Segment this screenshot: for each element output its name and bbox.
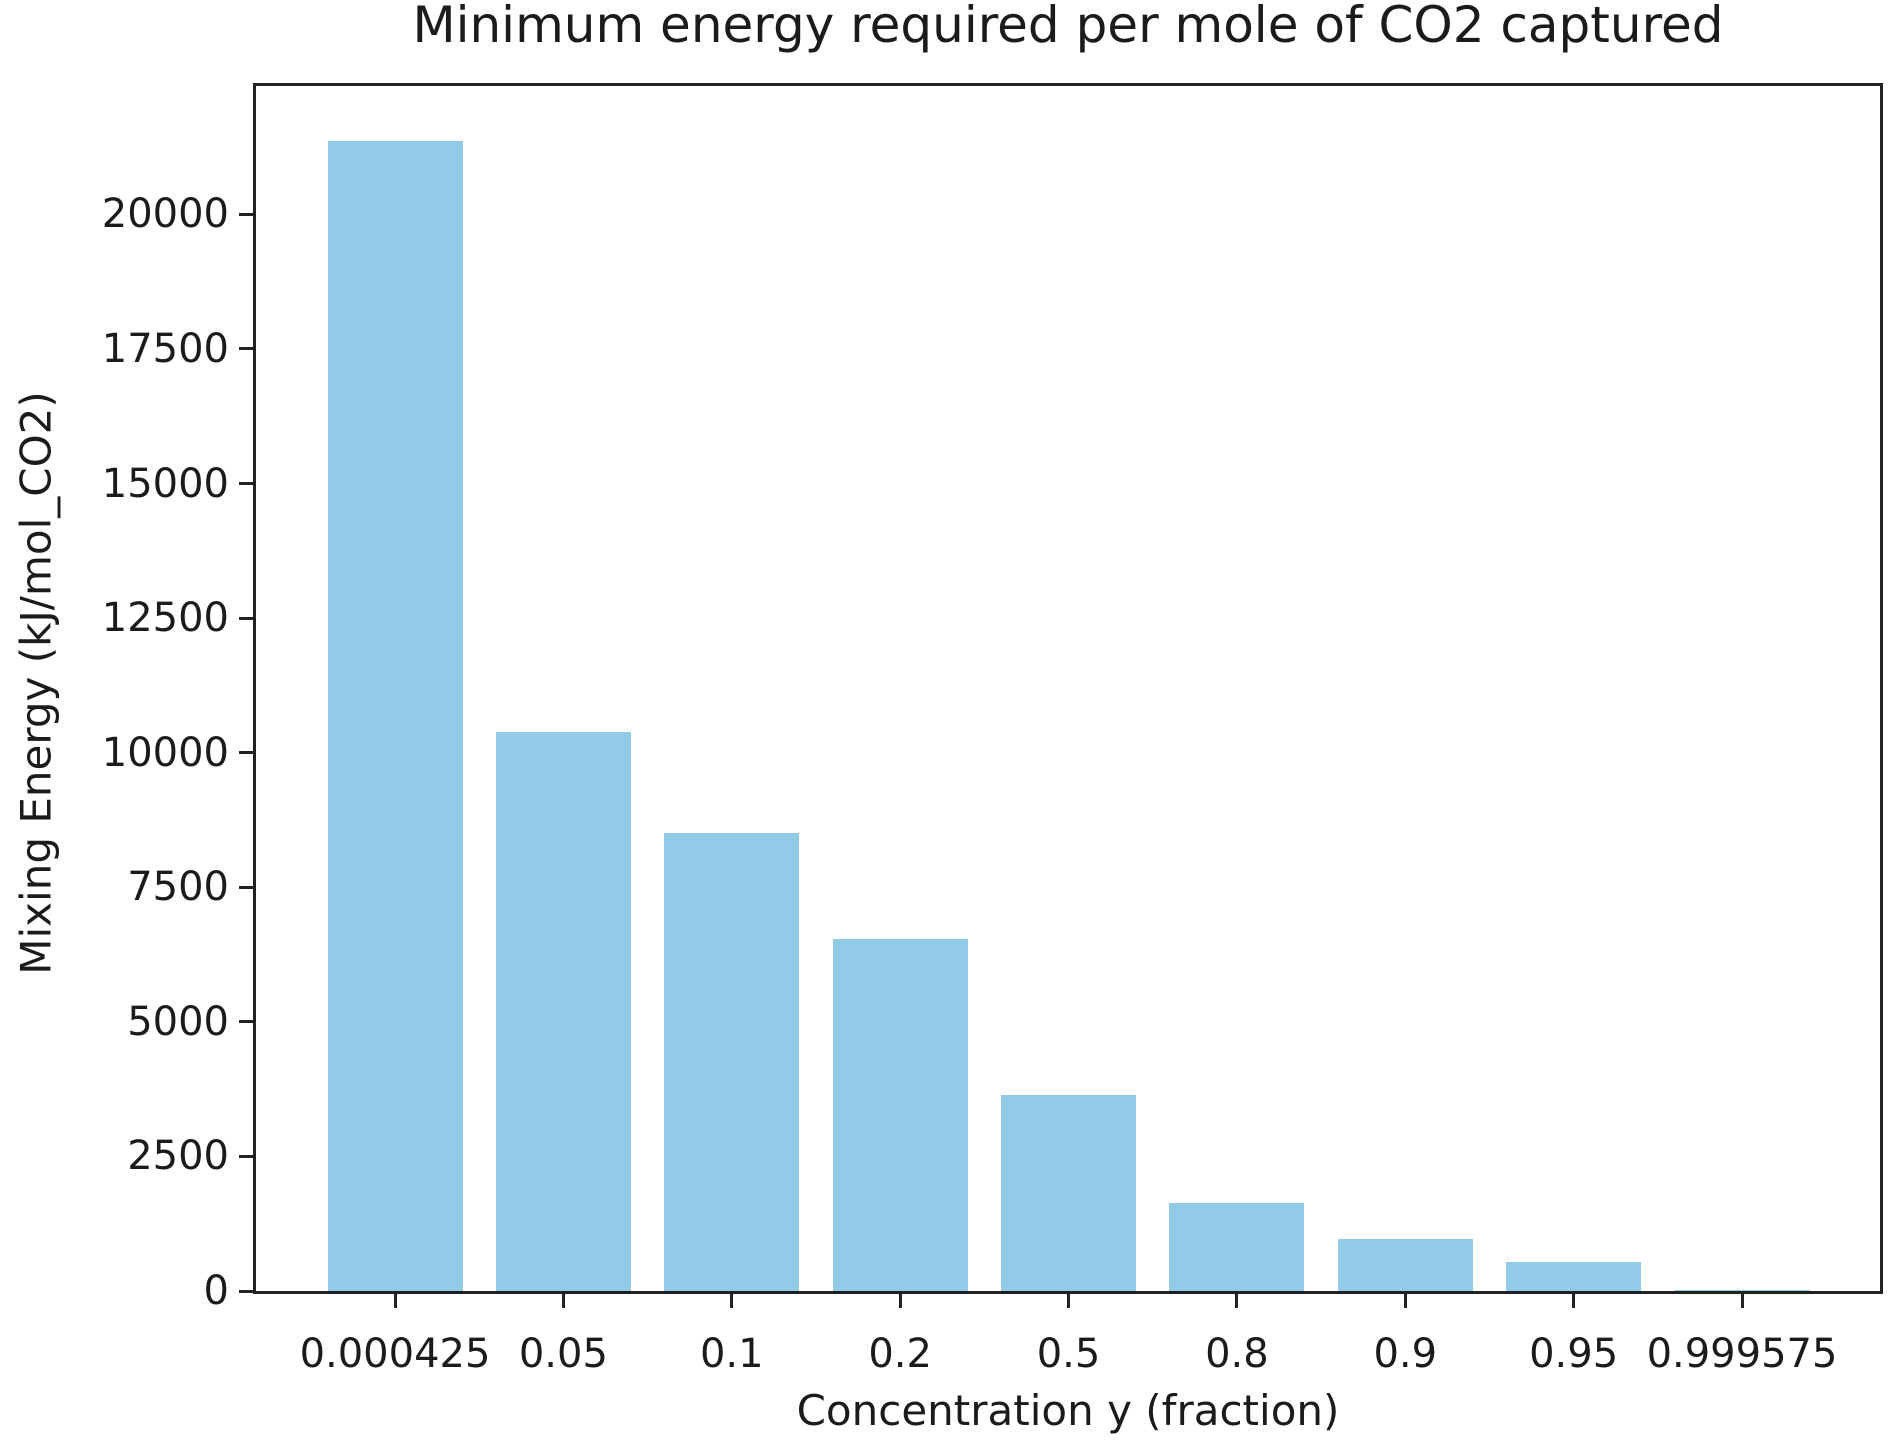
x-tick-mark (1572, 1294, 1576, 1308)
x-tick-label: 0.5 (1036, 1331, 1101, 1377)
x-tick-mark (393, 1294, 397, 1308)
y-tick-mark (239, 885, 253, 889)
bar-0.05 (495, 731, 631, 1291)
x-tick-mark (898, 1294, 902, 1308)
x-tick-label: 0.05 (518, 1331, 608, 1377)
x-tick-mark (1067, 1294, 1070, 1308)
x-tick-mark (730, 1294, 734, 1308)
y-tick-mark (239, 347, 253, 351)
bar-0.1 (664, 833, 800, 1291)
x-tick-mark (561, 1294, 565, 1308)
plot-area (253, 83, 1883, 1294)
x-tick-label: 0.000425 (299, 1331, 491, 1377)
y-tick-label: 17500 (101, 325, 229, 372)
bar-0.000425 (327, 140, 463, 1291)
x-tick-label: 0.2 (868, 1331, 932, 1377)
y-tick-mark (239, 1289, 253, 1293)
y-tick-mark (239, 1154, 253, 1158)
y-tick-mark (239, 751, 253, 755)
y-tick-mark (239, 212, 253, 216)
y-tick-mark (239, 616, 253, 620)
y-tick-label: 15000 (101, 460, 229, 507)
bar-0.8 (1169, 1203, 1305, 1291)
y-tick-mark (239, 482, 253, 485)
x-tick-label: 0.9 (1373, 1331, 1438, 1377)
y-tick-label: 7500 (127, 864, 229, 911)
x-tick-label: 0.999575 (1646, 1331, 1838, 1377)
y-tick-label: 2500 (127, 1133, 229, 1180)
x-tick-label: 0.8 (1205, 1331, 1269, 1377)
y-tick-label: 0 (203, 1268, 229, 1314)
bar-0.999575 (1674, 1290, 1810, 1291)
bar-0.5 (1001, 1095, 1136, 1291)
bar-0.2 (832, 938, 968, 1291)
y-tick-label: 5000 (127, 998, 229, 1045)
x-tick-mark (1403, 1294, 1407, 1308)
x-tick-mark (1235, 1294, 1239, 1308)
x-tick-label: 0.1 (699, 1331, 764, 1377)
x-tick-label: 0.95 (1529, 1331, 1619, 1377)
bar-0.9 (1337, 1239, 1473, 1291)
y-tick-label: 10000 (101, 729, 229, 776)
y-tick-label: 12500 (101, 595, 229, 642)
chart-title: Minimum energy required per mole of CO2 … (412, 0, 1724, 54)
y-tick-label: 20000 (101, 191, 229, 238)
bar-0.95 (1506, 1261, 1642, 1291)
x-axis-label: Concentration y (fraction) (796, 1386, 1340, 1435)
x-tick-mark (1740, 1294, 1744, 1308)
y-tick-mark (239, 1020, 253, 1024)
